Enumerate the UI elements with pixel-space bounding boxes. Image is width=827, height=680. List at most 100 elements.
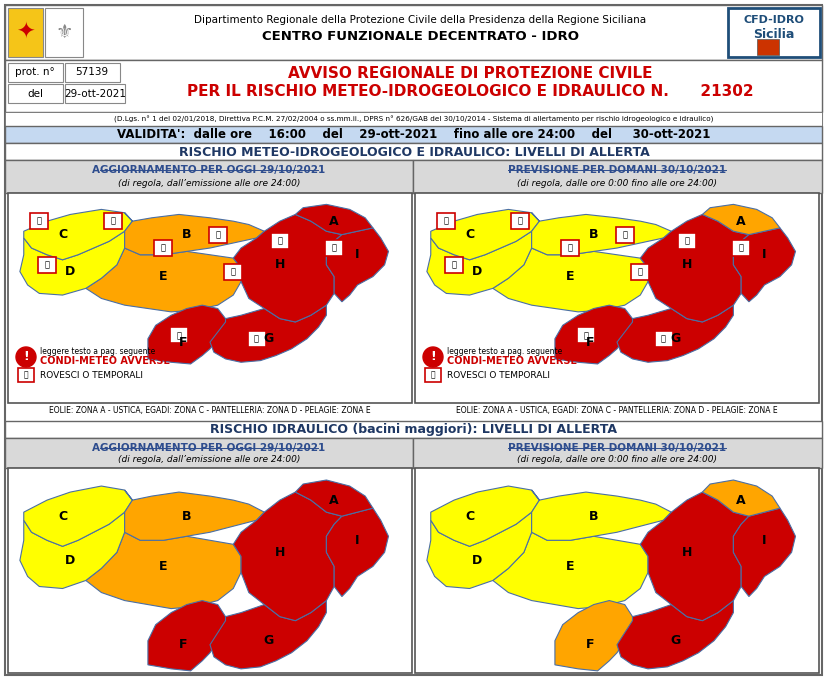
- Text: AGGIORNAMENTO PER OGGI 29/10/2021: AGGIORNAMENTO PER OGGI 29/10/2021: [93, 443, 326, 453]
- Text: (D.Lgs. n° 1 del 02/01/2018, Direttiva P.C.M. 27/02/2004 o ss.mm.ii., DPRS n° 62: (D.Lgs. n° 1 del 02/01/2018, Direttiva P…: [114, 116, 714, 122]
- Text: 57139: 57139: [75, 67, 108, 77]
- Text: D: D: [472, 554, 482, 567]
- Text: 🌧: 🌧: [176, 331, 181, 340]
- Bar: [511, 213, 529, 229]
- Text: F: F: [179, 336, 187, 349]
- Text: ROVESCI O TEMPORALI: ROVESCI O TEMPORALI: [447, 371, 550, 379]
- Text: 🌧: 🌧: [638, 267, 643, 276]
- Text: C: C: [58, 228, 67, 241]
- Polygon shape: [702, 480, 780, 516]
- Bar: [562, 240, 580, 256]
- Text: !: !: [430, 350, 436, 364]
- Text: PER IL RISCHIO METEO-IDROGEOLOGICO E IDRAULICO N.      21302: PER IL RISCHIO METEO-IDROGEOLOGICO E IDR…: [187, 84, 753, 99]
- Bar: [415, 468, 819, 673]
- Text: 🌧: 🌧: [661, 335, 666, 343]
- Bar: [38, 257, 56, 273]
- Polygon shape: [233, 214, 342, 322]
- Text: H: H: [681, 546, 692, 559]
- Bar: [413, 160, 822, 193]
- Text: 29-ott-2021: 29-ott-2021: [64, 89, 126, 99]
- Text: CONDI-METEO AVVERSE: CONDI-METEO AVVERSE: [40, 356, 170, 366]
- Circle shape: [423, 347, 443, 367]
- Bar: [45, 8, 83, 57]
- Bar: [413, 438, 822, 468]
- Bar: [631, 264, 649, 279]
- Text: RISCHIO IDRAULICO (bacini maggiori): LIVELLI DI ALLERTA: RISCHIO IDRAULICO (bacini maggiori): LIV…: [211, 424, 618, 437]
- Polygon shape: [617, 600, 734, 669]
- Text: ✦: ✦: [16, 23, 34, 43]
- Polygon shape: [86, 532, 241, 609]
- Polygon shape: [640, 492, 749, 621]
- Polygon shape: [125, 490, 265, 541]
- Polygon shape: [148, 305, 226, 364]
- Text: 🌧: 🌧: [45, 260, 50, 269]
- Text: 🌧: 🌧: [452, 260, 457, 269]
- Text: !: !: [23, 350, 29, 364]
- Text: B: B: [589, 228, 599, 241]
- Text: H: H: [681, 258, 692, 271]
- Bar: [31, 213, 48, 229]
- Bar: [155, 240, 173, 256]
- Text: E: E: [566, 560, 575, 573]
- Bar: [104, 213, 122, 229]
- Text: EOLIE: ZONA A - USTICA, EGADI: ZONA C - PANTELLERIA: ZONA D - PELAGIE: ZONA E: EOLIE: ZONA A - USTICA, EGADI: ZONA C - …: [49, 407, 370, 415]
- Polygon shape: [640, 214, 749, 322]
- Text: ⚜: ⚜: [55, 24, 73, 42]
- Text: F: F: [586, 639, 594, 651]
- Text: del: del: [27, 89, 43, 99]
- Text: G: G: [670, 333, 681, 345]
- Text: A: A: [329, 494, 339, 507]
- Bar: [757, 39, 779, 55]
- Bar: [616, 226, 633, 243]
- Text: 🌧: 🌧: [518, 217, 523, 226]
- Text: Dipartimento Regionale della Protezione Civile della Presidenza della Regione Si: Dipartimento Regionale della Protezione …: [194, 15, 646, 25]
- Text: A: A: [736, 494, 746, 507]
- Text: B: B: [589, 510, 599, 523]
- Text: H: H: [275, 546, 285, 559]
- Polygon shape: [24, 209, 132, 260]
- Text: CONDI-METEO AVVERSE: CONDI-METEO AVVERSE: [447, 356, 577, 366]
- Text: 🌧: 🌧: [622, 230, 627, 239]
- Text: VALIDITA':  dalle ore    16:00    del    29-ott-2021    fino alle ore 24:00    d: VALIDITA': dalle ore 16:00 del 29-ott-20…: [117, 129, 710, 141]
- Text: D: D: [65, 554, 75, 567]
- Bar: [5, 112, 822, 126]
- Polygon shape: [702, 205, 780, 235]
- Text: ROVESCI O TEMPORALI: ROVESCI O TEMPORALI: [40, 371, 143, 379]
- Bar: [8, 8, 43, 57]
- Text: 🌧: 🌧: [24, 371, 28, 379]
- Polygon shape: [431, 209, 539, 260]
- Text: E: E: [159, 270, 168, 283]
- Text: G: G: [263, 634, 274, 647]
- Bar: [678, 233, 696, 250]
- Polygon shape: [233, 492, 342, 621]
- Polygon shape: [210, 305, 327, 362]
- Polygon shape: [427, 231, 532, 295]
- Bar: [65, 84, 125, 103]
- Bar: [65, 63, 120, 82]
- Text: I: I: [762, 534, 767, 547]
- Text: prot. n°: prot. n°: [15, 67, 55, 77]
- Text: D: D: [472, 265, 482, 278]
- Text: D: D: [65, 265, 75, 278]
- Text: 🌧: 🌧: [568, 243, 573, 252]
- Text: 🌧: 🌧: [231, 267, 236, 276]
- Polygon shape: [532, 213, 672, 255]
- Text: A: A: [329, 215, 339, 228]
- Polygon shape: [431, 486, 539, 546]
- Text: E: E: [566, 270, 575, 283]
- Text: 🌧: 🌧: [111, 217, 116, 226]
- Text: leggere testo a pag. seguente: leggere testo a pag. seguente: [40, 347, 155, 356]
- Polygon shape: [148, 600, 226, 671]
- Text: PREVISIONE PER DOMANI 30/10/2021: PREVISIONE PER DOMANI 30/10/2021: [508, 165, 726, 175]
- Text: H: H: [275, 258, 285, 271]
- Text: 🌧: 🌧: [215, 230, 220, 239]
- Bar: [5, 5, 822, 60]
- Bar: [5, 160, 413, 193]
- Bar: [445, 257, 463, 273]
- Bar: [18, 368, 34, 382]
- Text: C: C: [465, 228, 474, 241]
- Text: (di regola, dall’emissione alle ore 24:00): (di regola, dall’emissione alle ore 24:0…: [117, 178, 300, 188]
- Polygon shape: [555, 305, 633, 364]
- Bar: [8, 63, 63, 82]
- Text: leggere testo a pag. seguente: leggere testo a pag. seguente: [447, 347, 562, 356]
